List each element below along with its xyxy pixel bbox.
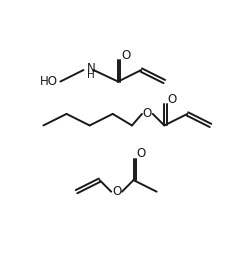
Text: O: O: [112, 185, 121, 198]
Text: O: O: [136, 147, 146, 160]
Text: H: H: [86, 70, 94, 80]
Text: O: O: [168, 93, 177, 106]
Text: HO: HO: [40, 75, 58, 88]
Text: O: O: [143, 107, 152, 121]
Text: O: O: [121, 49, 130, 62]
Text: N: N: [86, 62, 95, 75]
